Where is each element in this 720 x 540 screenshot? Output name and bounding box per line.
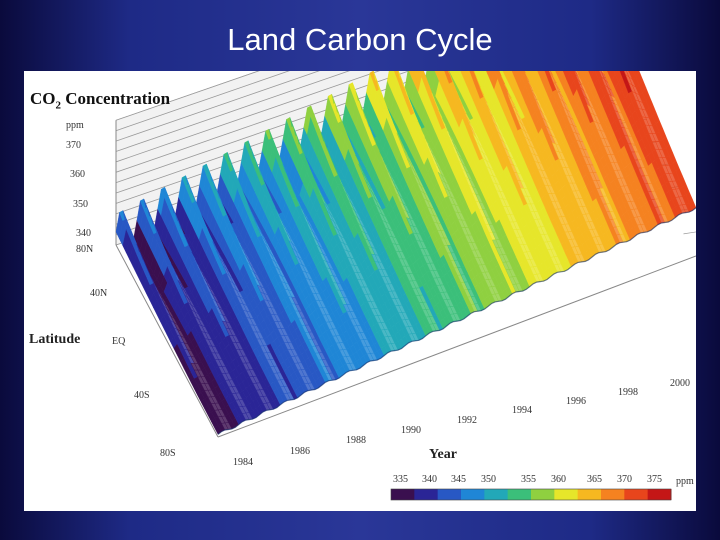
surface-cell	[487, 71, 495, 83]
x-tick-label: 1994	[512, 405, 532, 416]
x-tick-label: 1990	[401, 425, 421, 436]
colorbar-swatch	[507, 489, 532, 500]
colorbar-layer	[390, 488, 672, 501]
slide-title: Land Carbon Cycle	[227, 22, 493, 57]
y-tick-label: EQ	[112, 336, 126, 347]
grid-line	[115, 71, 290, 132]
surface-layer	[115, 71, 696, 435]
colorbar-swatch	[391, 489, 415, 500]
grid-line	[115, 71, 320, 142]
colorbar-swatch	[601, 489, 625, 500]
chart-title: CO2 Concentration	[30, 89, 171, 112]
y-tick-label: 40N	[90, 288, 108, 299]
grid-line	[683, 231, 696, 235]
z-tick-label: 350	[73, 199, 88, 210]
colorbar-tick-label: 335	[393, 474, 408, 485]
surface-cell	[504, 71, 512, 83]
z-tick-label: 370	[66, 140, 81, 151]
surface-cell	[613, 71, 618, 75]
colorbar-tick-label: 355	[521, 474, 536, 485]
surface-cell	[502, 71, 507, 76]
x-tick-label: 1984	[233, 457, 253, 468]
colorbar-tick-label: 370	[617, 474, 632, 485]
grid-line	[115, 71, 350, 152]
colorbar-swatch	[577, 489, 602, 500]
x-tick-label: 1992	[457, 415, 477, 426]
z-tick-label: 360	[70, 169, 85, 180]
x-tick-label: 1998	[618, 387, 638, 398]
surface-cell	[486, 71, 489, 75]
x-axis-line	[217, 255, 696, 438]
co2-surface-plot	[115, 71, 696, 501]
surface-cell	[607, 71, 610, 74]
colorbar-tick-label: 345	[451, 474, 466, 485]
surface-cell	[555, 71, 558, 75]
colorbar-swatch	[437, 489, 462, 500]
x-axis-label: Year	[429, 447, 457, 462]
y-axis-label: Latitude	[29, 332, 81, 347]
chart-panel: CO2 Concentration ppm 370 360 350 340 80…	[24, 71, 696, 511]
x-tick-label: 2000	[670, 378, 690, 389]
colorbar-tick-label: 360	[551, 474, 566, 485]
colorbar-tick-label: 350	[481, 474, 496, 485]
grid-line	[115, 71, 380, 163]
surface-cell	[477, 71, 484, 81]
grid-line	[115, 71, 260, 121]
colorbar-swatch	[461, 489, 485, 500]
surface-cell	[511, 71, 518, 79]
colorbar-tick-label: 375	[647, 474, 662, 485]
colorbar-swatch	[624, 489, 649, 500]
z-tick-label: 340	[76, 228, 91, 239]
y-axis-line	[115, 244, 219, 438]
grid-line	[115, 71, 410, 173]
y-tick-label: 80S	[160, 448, 176, 459]
surface-cell	[537, 71, 541, 76]
surface-cell	[425, 71, 432, 84]
y-tick-label: 40S	[134, 390, 150, 401]
x-tick-label: 1988	[346, 435, 366, 446]
y-tick-label: 80N	[76, 244, 94, 255]
surface-cell	[387, 71, 395, 90]
x-tick-label: 1996	[566, 396, 586, 407]
colorbar-swatch	[531, 489, 555, 500]
surface-cell	[460, 71, 466, 78]
surface-cell	[528, 71, 535, 79]
colorbar-swatch	[414, 489, 439, 500]
colorbar-unit-label: ppm	[676, 476, 694, 487]
colorbar-swatch	[647, 489, 672, 500]
x-tick-label: 1986	[290, 446, 310, 457]
surface-cell	[435, 71, 442, 82]
surface-cell	[581, 71, 588, 78]
colorbar-swatch	[484, 489, 509, 500]
colorbar-tick-label: 365	[587, 474, 602, 485]
surface-cell	[411, 71, 418, 86]
surface-cell	[452, 71, 460, 86]
z-unit-label: ppm	[66, 120, 84, 131]
surface-cell	[588, 71, 595, 78]
colorbar-swatch	[554, 489, 579, 500]
colorbar-tick-label: 340	[422, 474, 437, 485]
